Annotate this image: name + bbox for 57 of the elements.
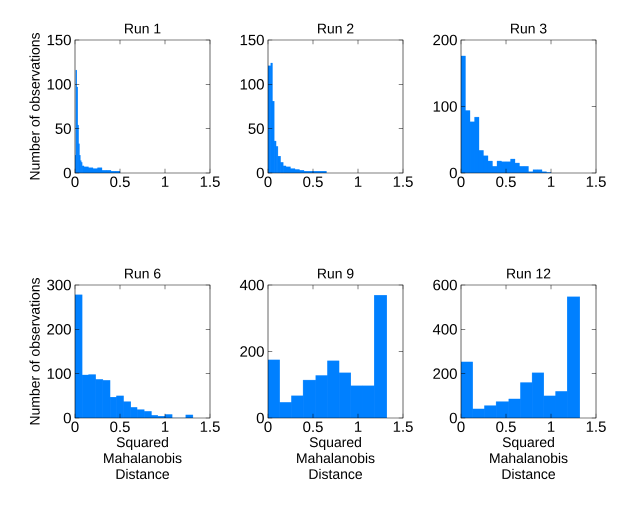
y-tick-label: 100 bbox=[48, 368, 71, 379]
x-tick-label: 1 bbox=[354, 422, 362, 432]
y-tick-label: 0 bbox=[64, 412, 71, 424]
y-tick-label: 0 bbox=[64, 168, 71, 178]
y-tick-label: 200 bbox=[433, 34, 457, 46]
x-tick-label: 0 bbox=[71, 176, 79, 188]
y-tick-label: 300 bbox=[47, 280, 71, 290]
x-tick-label: 1.5 bbox=[200, 422, 220, 432]
chart-title: Run 12 bbox=[507, 268, 550, 279]
x-tick-label: 0.5 bbox=[496, 422, 516, 432]
x-tick-label: 0 bbox=[264, 176, 272, 188]
x-tick-label: 1.5 bbox=[394, 422, 413, 432]
y-tick-label: 200 bbox=[433, 368, 457, 379]
chart-title: Run 3 bbox=[511, 24, 546, 34]
x-tick-label: 1 bbox=[548, 422, 554, 432]
y-tick-label: 400 bbox=[240, 280, 264, 290]
y-tick-label: 50 bbox=[248, 123, 264, 134]
chart-title: Run 1 bbox=[125, 24, 160, 34]
x-tick-label: 1 bbox=[548, 176, 554, 187]
y-tick-label: 100 bbox=[240, 79, 264, 90]
y-tick-label: 200 bbox=[47, 324, 71, 335]
x-tick-label: 1.5 bbox=[586, 422, 606, 432]
x-tick-label: 0.5 bbox=[110, 422, 130, 432]
chart-title: Run 2 bbox=[318, 24, 354, 34]
x-axis-title: Squared Mahalanobis Distance bbox=[490, 436, 568, 480]
x-tick-label: 0.5 bbox=[496, 176, 516, 188]
x-tick-label: 1.5 bbox=[394, 176, 413, 187]
x-tick-label: 0 bbox=[457, 176, 465, 188]
x-tick-label: 1.5 bbox=[586, 176, 606, 187]
x-tick-label: 0 bbox=[457, 422, 465, 432]
chart-title: Run 6 bbox=[125, 268, 160, 279]
x-tick-label: 0 bbox=[264, 422, 272, 432]
y-tick-label: 600 bbox=[433, 280, 457, 290]
chart-title: Run 9 bbox=[318, 268, 354, 279]
y-tick-label: 400 bbox=[432, 324, 457, 335]
y-tick-label: 100 bbox=[48, 79, 71, 90]
y-tick-label: 150 bbox=[48, 34, 71, 46]
y-tick-label: 200 bbox=[240, 346, 264, 357]
y-axis-title: Number of observations bbox=[29, 278, 40, 424]
x-tick-label: 0.5 bbox=[303, 422, 323, 432]
y-tick-label: 50 bbox=[55, 123, 71, 134]
y-tick-label: 0 bbox=[450, 412, 457, 424]
x-tick-label: 1 bbox=[162, 422, 168, 432]
x-tick-label: 0.5 bbox=[110, 176, 130, 188]
x-tick-label: 1 bbox=[354, 176, 362, 187]
x-tick-label: 0 bbox=[71, 422, 79, 432]
x-tick-label: 1.5 bbox=[200, 176, 220, 187]
x-tick-label: 0.5 bbox=[303, 176, 323, 188]
y-tick-label: 150 bbox=[240, 34, 264, 46]
y-tick-label: 0 bbox=[450, 168, 457, 178]
x-axis-title: Squared Mahalanobis Distance bbox=[104, 436, 182, 480]
y-tick-label: 0 bbox=[256, 412, 264, 424]
y-tick-label: 100 bbox=[434, 101, 457, 112]
y-axis-title: Number of observations bbox=[29, 32, 40, 180]
x-axis-title: Squared Mahalanobis Distance bbox=[297, 436, 375, 480]
x-tick-label: 1 bbox=[162, 176, 168, 187]
y-tick-label: 0 bbox=[256, 168, 264, 178]
